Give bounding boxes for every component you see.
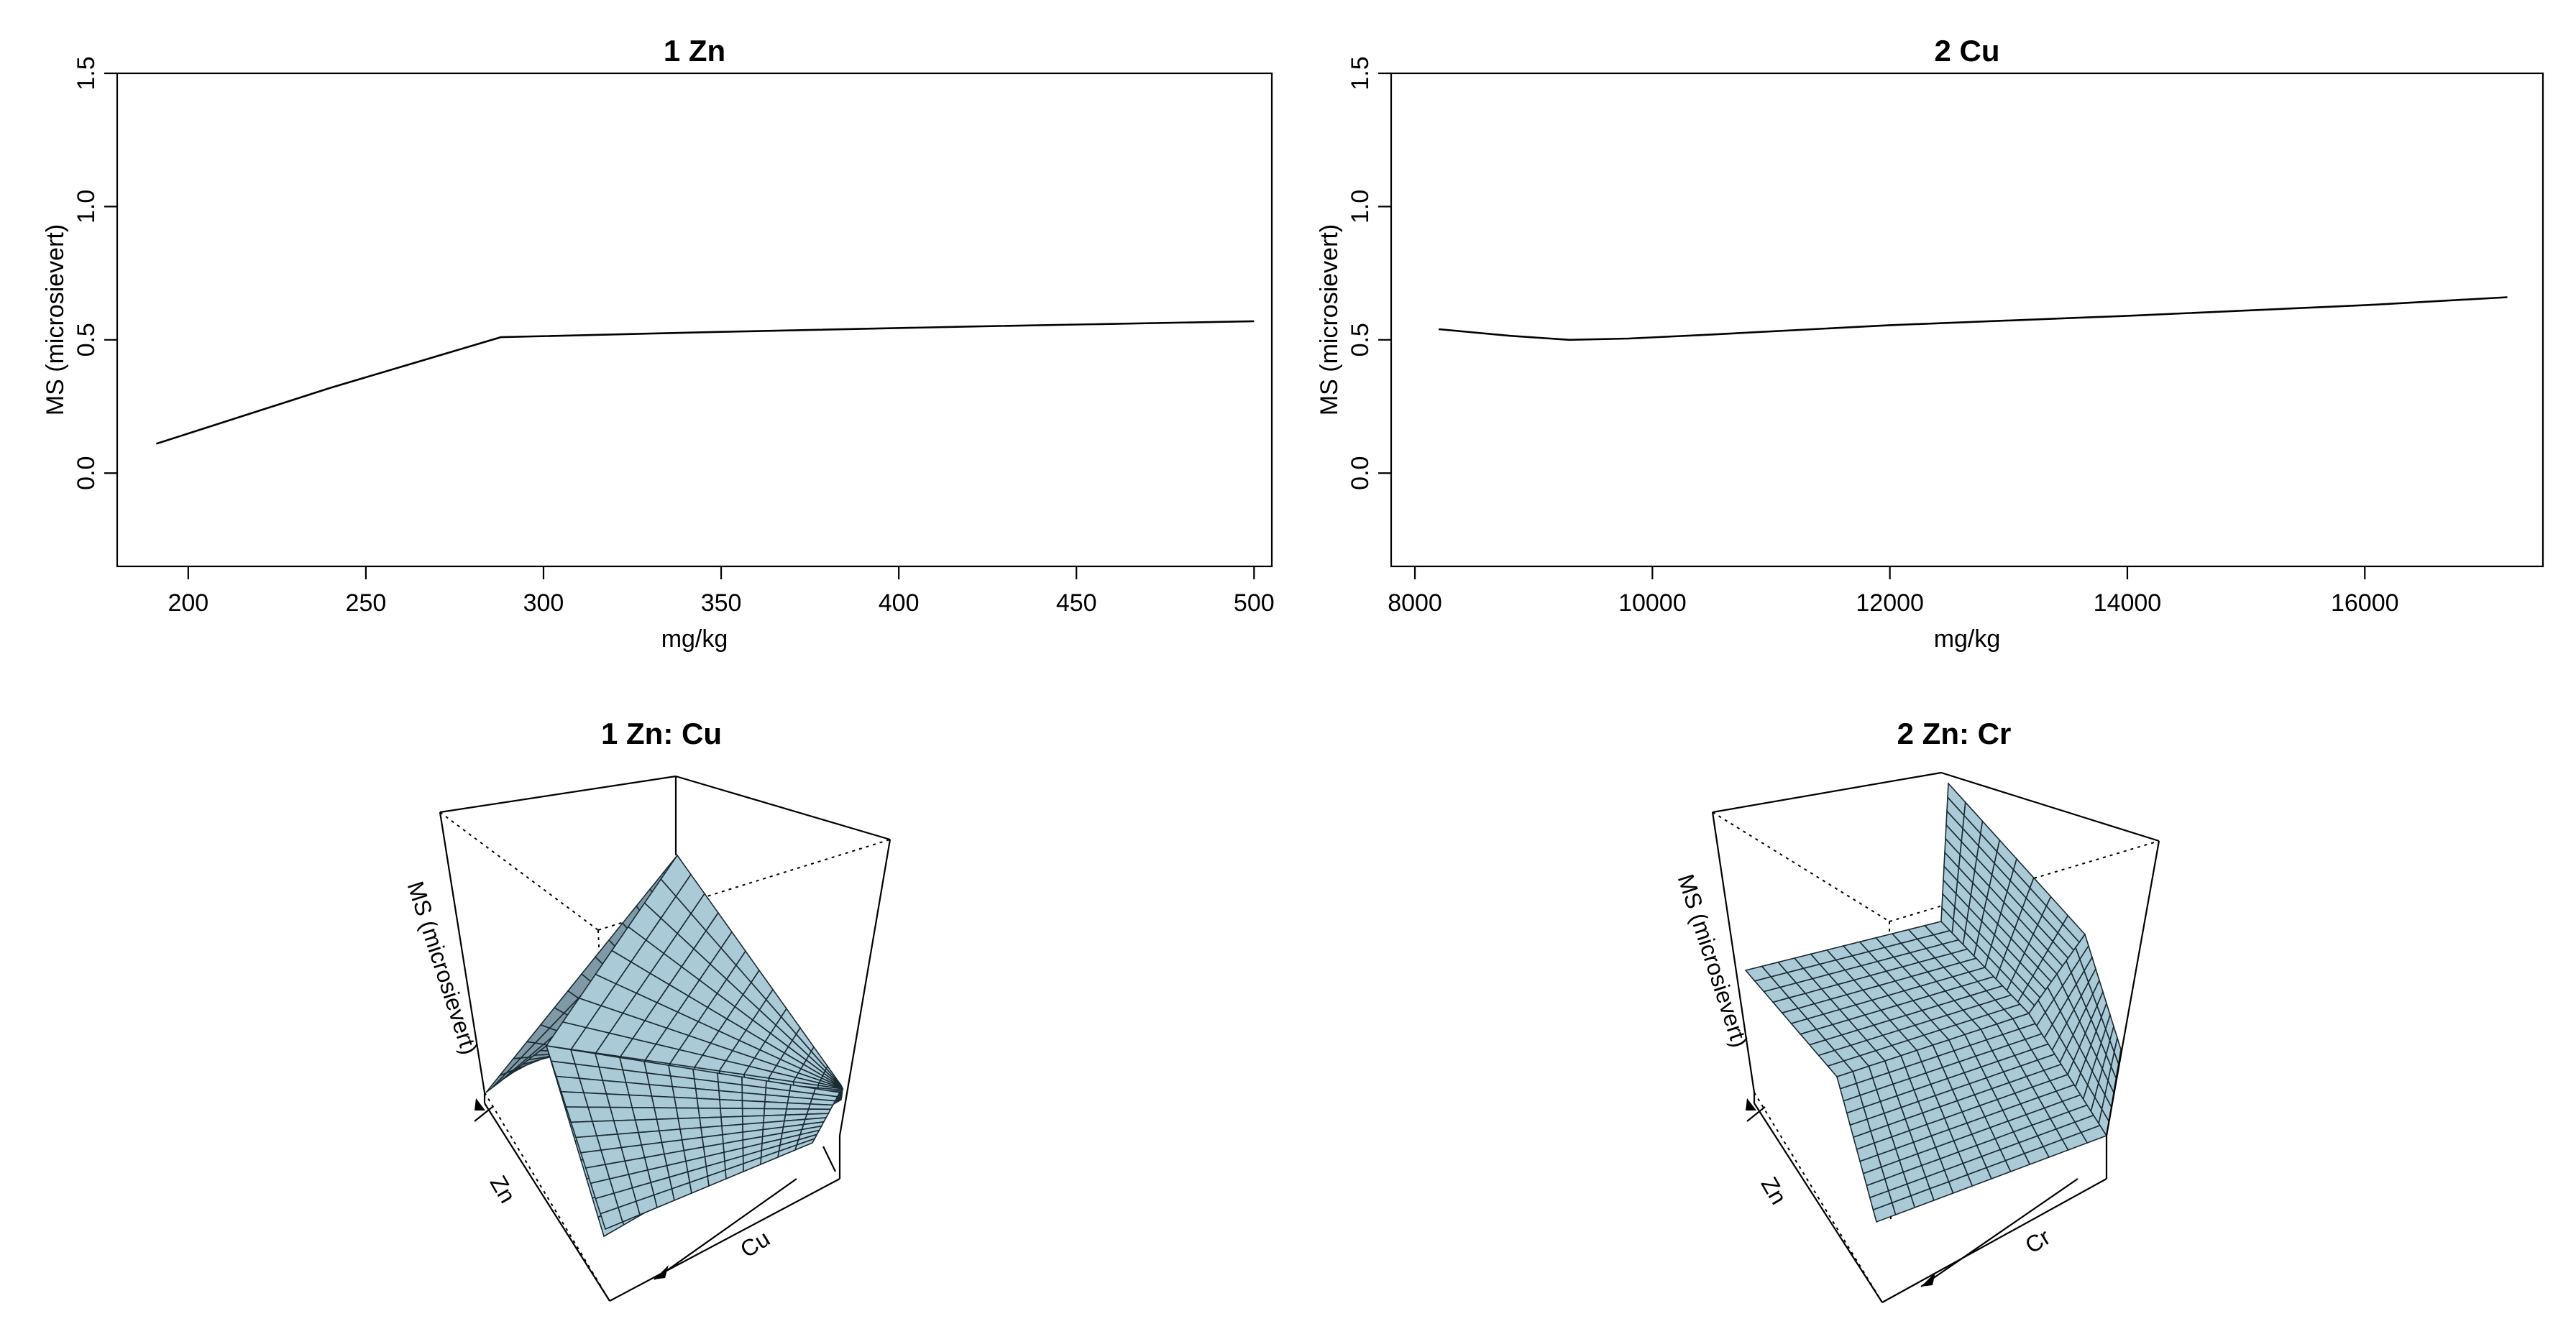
surface-facet (628, 1094, 655, 1108)
y-tick-label: 1.5 (73, 56, 100, 90)
x-tick-label: 8000 (1388, 589, 1442, 617)
box-edges (1711, 771, 2160, 1303)
surface-facet (695, 1087, 720, 1100)
surface-facet (675, 1107, 701, 1120)
line-chart-zn: 1 Zn 200 250 300 350 400 450 500 0.00.51.01.5 … (42, 34, 1275, 653)
x-axis-label: mg/kg (1934, 625, 2001, 653)
surface-facet (671, 1085, 698, 1099)
x-axis-label: mg/kg (661, 625, 728, 653)
surface-facet (634, 1118, 660, 1133)
y-tick-label: 1.5 (1347, 56, 1374, 90)
surface-facet (697, 1107, 722, 1119)
x-axis-label: Zn (485, 1171, 521, 1207)
surface-facet (609, 1106, 636, 1122)
surface-facet (764, 1100, 789, 1110)
axis-arrows (1746, 1098, 2078, 1287)
surface-facet (807, 1103, 834, 1110)
x-tick-label: 300 (523, 589, 564, 617)
x-axis-label: Zn (1756, 1172, 1792, 1208)
x-tick-label: 250 (346, 589, 387, 617)
box-edges (439, 775, 891, 1302)
surface-facet (625, 1082, 653, 1097)
x-tick-label: 500 (1234, 589, 1275, 617)
surface-facet (786, 1102, 812, 1110)
surface-mesh (1744, 782, 2122, 1223)
chart-title: 2 Cu (1934, 34, 1999, 68)
surface-facet (654, 1107, 679, 1121)
surface-facet (648, 1084, 675, 1098)
x-tick-label: 450 (1056, 589, 1097, 617)
series-line (156, 320, 1255, 445)
surface-facet (741, 1100, 766, 1110)
surface-facet (602, 1080, 631, 1096)
surface-facet (605, 1093, 633, 1108)
surface-facet (696, 1098, 721, 1109)
surface-facet (674, 1096, 700, 1109)
surface-facet (720, 1108, 743, 1118)
plot-frame (116, 72, 1273, 568)
surface-facet (2113, 1035, 2122, 1067)
x-tick-label: 200 (168, 589, 208, 617)
surface-facet (794, 1137, 816, 1151)
y-tick-label: 1.0 (1347, 190, 1374, 224)
surface-facet (591, 1120, 619, 1137)
x-tick-label: 350 (701, 589, 742, 617)
chart-title: 1 Zn (664, 34, 725, 68)
axis-arrows (474, 1098, 797, 1280)
y-tick-label: 0.5 (1347, 323, 1374, 357)
z-axis-label: MS (microsievert) (403, 878, 483, 1058)
surface-facet (651, 1095, 677, 1109)
chart-title: 2 Zn: Cr (1897, 717, 2012, 750)
surface-facet (719, 1098, 743, 1110)
y-tick-label: 0.0 (73, 456, 100, 490)
chart-title: 1 Zn: Cu (601, 717, 722, 750)
x-tick-label: 10000 (1618, 589, 1687, 617)
y-axis-label: MS (microsievert) (1316, 224, 1343, 415)
surface-mesh (485, 854, 844, 1238)
y-tick-label: 1.0 (73, 190, 100, 224)
surface-chart-zn-cr: 2 Zn: Cr MS (microsievert) Zn Cr (1673, 717, 2160, 1303)
surface-chart-zn-cu: 1 Zn: Cu MS (mi (403, 717, 891, 1302)
surface-facet (631, 1106, 658, 1121)
y-tick-label: 0.5 (73, 323, 100, 357)
series-line (1438, 296, 2508, 341)
line-chart-cu: 2 Cu 8000 10000 12000 14000 16000 0.0 0.5 1.0 1… (1316, 34, 2544, 653)
plot-frame (1390, 72, 2544, 568)
y-axis-label: MS (microsievert) (42, 224, 69, 415)
x-tick-label: 12000 (1856, 589, 1924, 617)
x-tick-label: 400 (879, 589, 920, 617)
surface-facet (613, 1119, 640, 1135)
x-tick-label: 16000 (2331, 589, 2399, 617)
y-axis-label: Cr (2020, 1223, 2055, 1259)
z-axis-label: MS (microsievert) (1673, 871, 1754, 1051)
box-hidden-edges (1712, 811, 2160, 1303)
y-tick-label: 0.0 (1347, 456, 1374, 490)
surface-facet (587, 1106, 615, 1123)
x-tick-label: 14000 (2094, 589, 2162, 617)
